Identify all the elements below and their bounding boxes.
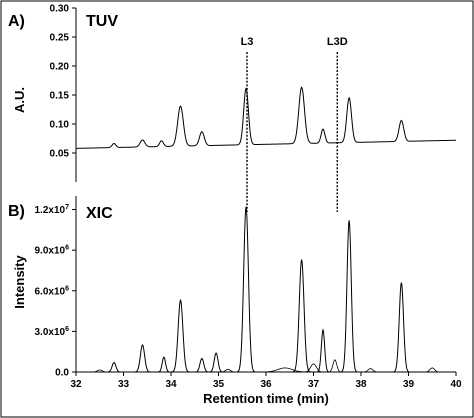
panel-a-y-tick-label: 0.30 bbox=[50, 4, 70, 15]
panel-a-y-tick-label: 0.20 bbox=[50, 62, 70, 73]
panel-b-x-tick-label: 35 bbox=[213, 379, 225, 390]
panel-a: A) TUV A.U. 0.050.100.150.200.250.30 L3 L… bbox=[8, 4, 457, 182]
panel-b-y-tick-label: 6.0x106 bbox=[35, 285, 70, 297]
panel-b: B) XIC Intensity 0.0 3.0x106 6.0x106 9.0x10… bbox=[8, 196, 462, 406]
panel-b-x-tick-label: 37 bbox=[308, 379, 320, 390]
panel-b-x-tick-label: 38 bbox=[355, 379, 367, 390]
panel-b-y-tick-label: 1.2x107 bbox=[35, 204, 70, 216]
panel-b-x-tick-label: 40 bbox=[450, 379, 462, 390]
panel-b-y-tick-label: 3.0x106 bbox=[35, 326, 70, 338]
panel-b-detector-label: XIC bbox=[86, 205, 113, 222]
panel-b-x-axis-title: Retention time (min) bbox=[203, 391, 329, 406]
panel-a-tuv-trace bbox=[75, 86, 457, 149]
marker-label-l3d: L3D bbox=[327, 36, 348, 48]
panel-b-y-tick-label: 9.0x106 bbox=[35, 245, 70, 257]
panel-b-x-ticks: 32 33 34 35 36 37 38 39 40 bbox=[70, 372, 462, 390]
panel-a-detector-label: TUV bbox=[86, 13, 118, 30]
panel-b-xic-trace-main bbox=[76, 206, 456, 373]
panel-b-x-tick-label: 32 bbox=[70, 379, 82, 390]
panel-a-y-tick-label: 0.15 bbox=[50, 91, 70, 102]
panel-a-markers: L3 L3D bbox=[241, 36, 348, 48]
panel-a-letter: A) bbox=[8, 13, 25, 30]
panel-a-y-tick-label: 0.25 bbox=[50, 33, 70, 44]
panel-b-x-tick-label: 34 bbox=[165, 379, 177, 390]
marker-label-l3: L3 bbox=[241, 36, 254, 48]
panel-b-y-ticks: 0.0 3.0x106 6.0x106 9.0x106 1.2x107 bbox=[35, 204, 76, 379]
panel-b-x-tick-label: 33 bbox=[118, 379, 130, 390]
panel-b-x-tick-label: 39 bbox=[403, 379, 415, 390]
panel-a-y-ticks: 0.05 0.10 0.15 0.20 0.25 0.30 bbox=[50, 4, 76, 160]
panel-b-letter: B) bbox=[8, 203, 25, 220]
panel-b-y-tick-label: 0.0 bbox=[55, 368, 69, 379]
panel-a-y-tick-label: 0.10 bbox=[50, 120, 70, 131]
panel-b-y-axis-title: Intensity bbox=[12, 255, 27, 309]
panel-b-x-tick-label: 36 bbox=[260, 379, 272, 390]
marker-lines bbox=[246, 52, 338, 212]
panel-a-y-tick-label: 0.05 bbox=[50, 149, 70, 160]
panel-a-y-axis-title: A.U. bbox=[12, 87, 27, 113]
